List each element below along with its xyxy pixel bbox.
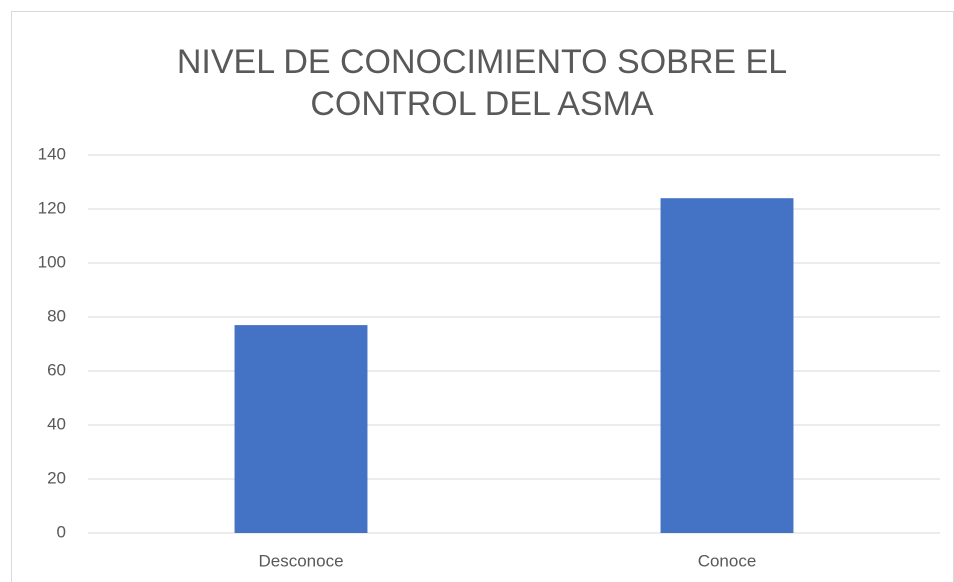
y-tick-label: 80 bbox=[47, 306, 66, 325]
y-tick-label: 140 bbox=[38, 144, 66, 163]
x-tick-label: Desconoce bbox=[258, 551, 343, 570]
y-tick-label: 100 bbox=[38, 252, 66, 271]
bar bbox=[660, 198, 794, 533]
x-tick-label: Conoce bbox=[698, 551, 757, 570]
y-tick-label: 20 bbox=[47, 468, 66, 487]
chart-title: CONTROL DEL ASMA bbox=[310, 85, 654, 123]
chart-title: NIVEL DE CONOCIMIENTO SOBRE EL bbox=[177, 43, 787, 81]
y-tick-label: 120 bbox=[38, 198, 66, 217]
y-tick-label: 0 bbox=[57, 522, 66, 541]
y-tick-label: 60 bbox=[47, 360, 66, 379]
y-tick-label: 40 bbox=[47, 414, 66, 433]
chart-frame bbox=[11, 11, 954, 582]
bar bbox=[234, 325, 368, 533]
